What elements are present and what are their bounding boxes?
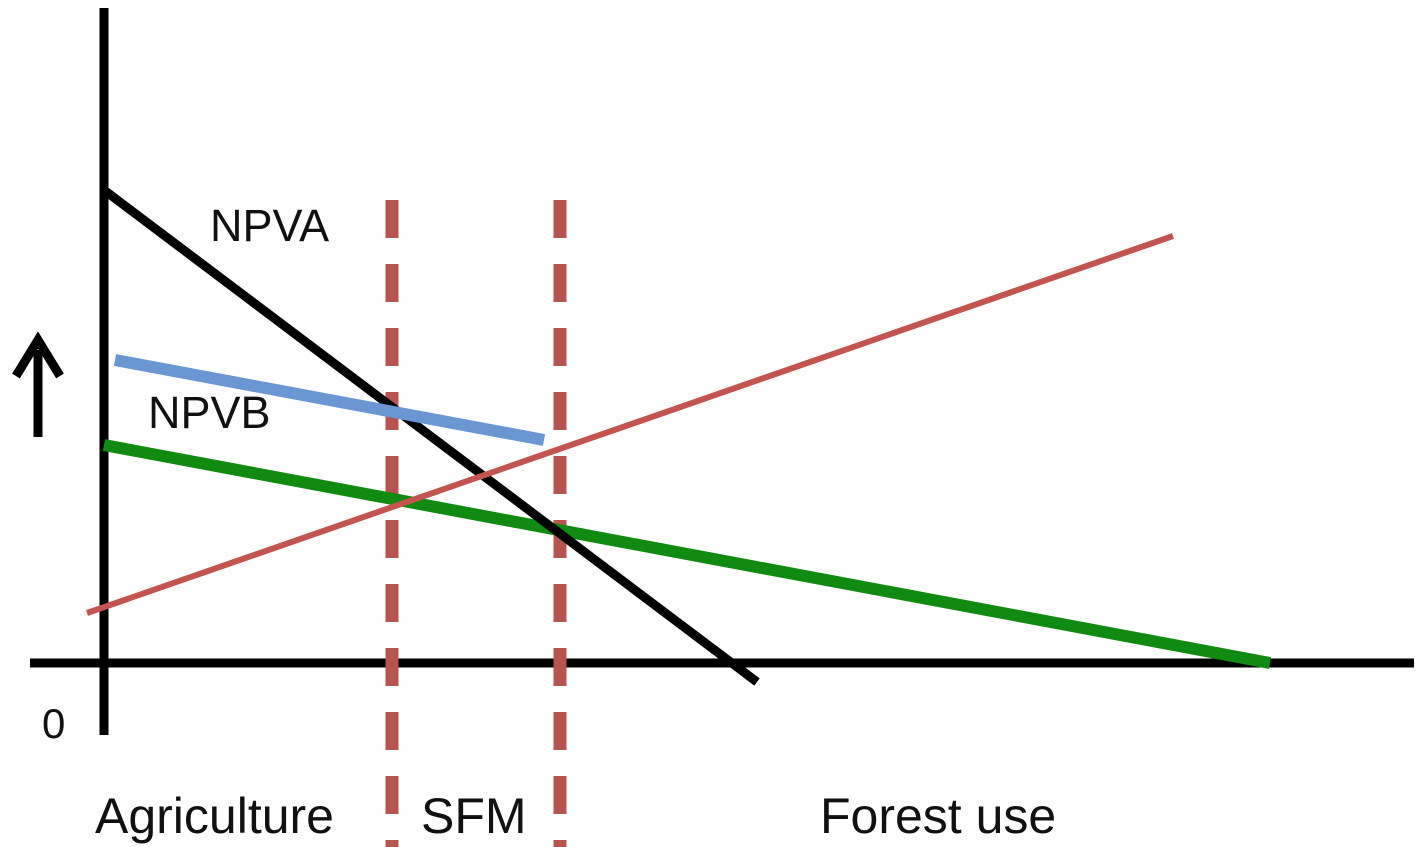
agriculture-label: Agriculture [95, 788, 334, 844]
origin-label: 0 [42, 700, 65, 747]
npvb-line [113, 354, 546, 446]
npva-label: NPVA [210, 200, 329, 251]
sfm-label: SFM [421, 788, 527, 844]
npvb-label: NPVB [148, 387, 271, 438]
forest-npv-line [102, 439, 1272, 669]
up-arrow-icon [12, 331, 64, 437]
forest-use-label: Forest use [820, 788, 1056, 844]
npva-line [101, 186, 760, 686]
red-rising-line [86, 233, 1174, 616]
